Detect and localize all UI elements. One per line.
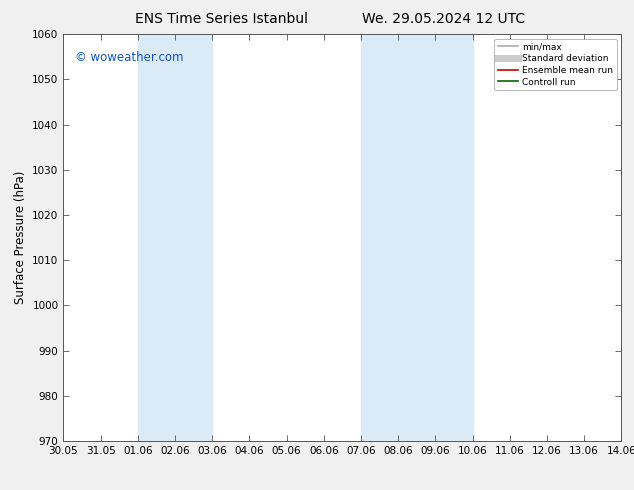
Legend: min/max, Standard deviation, Ensemble mean run, Controll run: min/max, Standard deviation, Ensemble me… [495,39,617,90]
Bar [138,34,212,441]
Text: We. 29.05.2024 12 UTC: We. 29.05.2024 12 UTC [362,12,526,26]
Bar [361,34,472,441]
Text: ENS Time Series Istanbul: ENS Time Series Istanbul [136,12,308,26]
Text: © woweather.com: © woweather.com [75,50,183,64]
Y-axis label: Surface Pressure (hPa): Surface Pressure (hPa) [14,171,27,304]
